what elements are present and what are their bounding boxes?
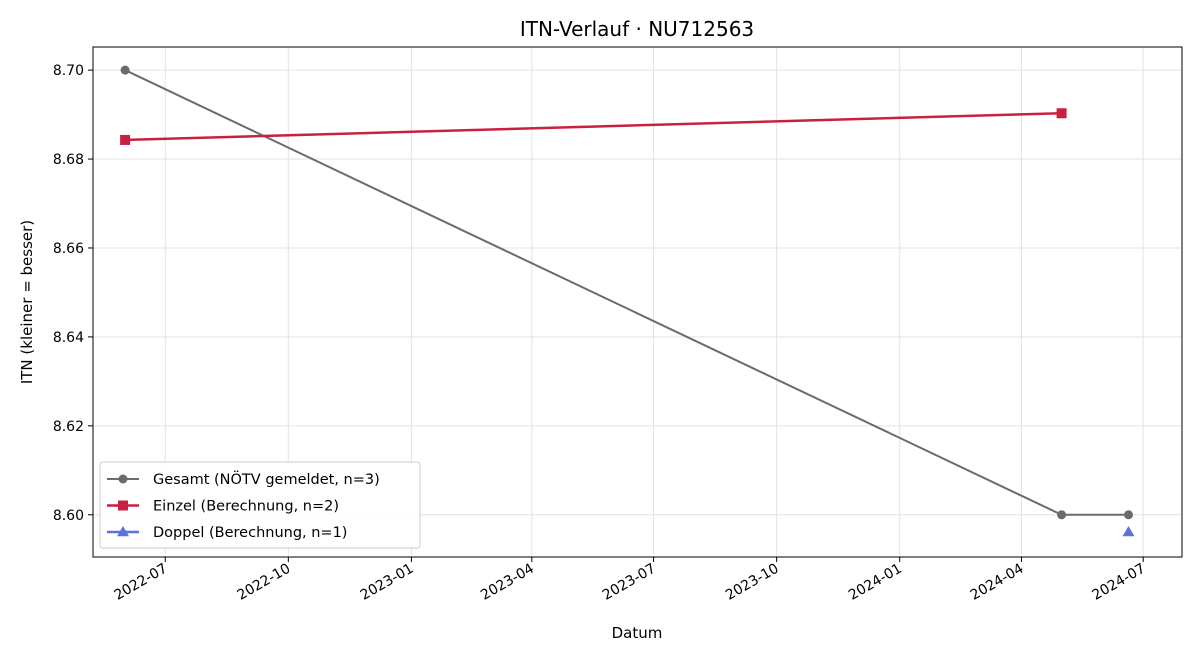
series-layer (120, 65, 1135, 537)
legend-label: Doppel (Berechnung, n=1) (153, 525, 347, 541)
y-tick-label: 8.66 (53, 241, 84, 257)
x-tick-label: 2022-07 (112, 561, 171, 604)
y-axis-title: ITN (kleiner = besser) (18, 220, 36, 384)
legend-label: Gesamt (NÖTV gemeldet, n=3) (153, 470, 380, 488)
x-tick-label: 2024-07 (1090, 561, 1149, 604)
data-point (120, 65, 130, 75)
data-point (120, 134, 131, 145)
x-tick-label: 2024-01 (846, 561, 905, 604)
x-tick-label: 2024-04 (968, 561, 1027, 604)
legend-box (99, 461, 421, 549)
y-tick-label: 8.70 (53, 63, 84, 79)
y-tick-label: 8.68 (53, 152, 84, 168)
x-axis-title: Datum (612, 624, 663, 642)
x-tick-label: 2023-01 (358, 561, 417, 604)
y-tick-label: 8.60 (53, 508, 84, 524)
data-point (1057, 510, 1067, 520)
legend-marker (117, 526, 129, 537)
series-1 (120, 65, 1133, 520)
legend-entries: Gesamt (NÖTV gemeldet, n=3) Einzel (Berec… (107, 470, 380, 541)
legend-marker (118, 474, 128, 484)
data-point (1123, 510, 1133, 520)
legend-marker (118, 500, 128, 511)
x-axis: 2022-07 2022-10 2023-01 2023-04 2023-07 2023-… (112, 557, 1149, 604)
grid (93, 47, 1182, 557)
x-tick-label: 2023-10 (723, 561, 782, 604)
legend-label: Einzel (Berechnung, n=2) (153, 499, 339, 515)
plot-frame (92, 46, 1183, 558)
series-3 (1122, 526, 1135, 537)
x-tick-label: 2023-07 (600, 561, 659, 604)
legend: Gesamt (NÖTV gemeldet, n=3) Einzel (Berec… (99, 461, 421, 549)
data-point (1122, 526, 1135, 537)
x-tick-label: 2023-04 (478, 561, 537, 604)
x-tick-label: 2022-10 (235, 561, 294, 604)
y-tick-label: 8.62 (53, 419, 84, 435)
y-axis: 8.60 8.62 8.64 8.66 8.68 8.70 (53, 63, 93, 524)
series-2 (120, 108, 1067, 145)
chart-title: ITN-Verlauf · NU712563 (520, 17, 754, 41)
y-tick-label: 8.64 (53, 330, 84, 346)
series-line (125, 112, 1062, 142)
data-point (1056, 108, 1067, 119)
